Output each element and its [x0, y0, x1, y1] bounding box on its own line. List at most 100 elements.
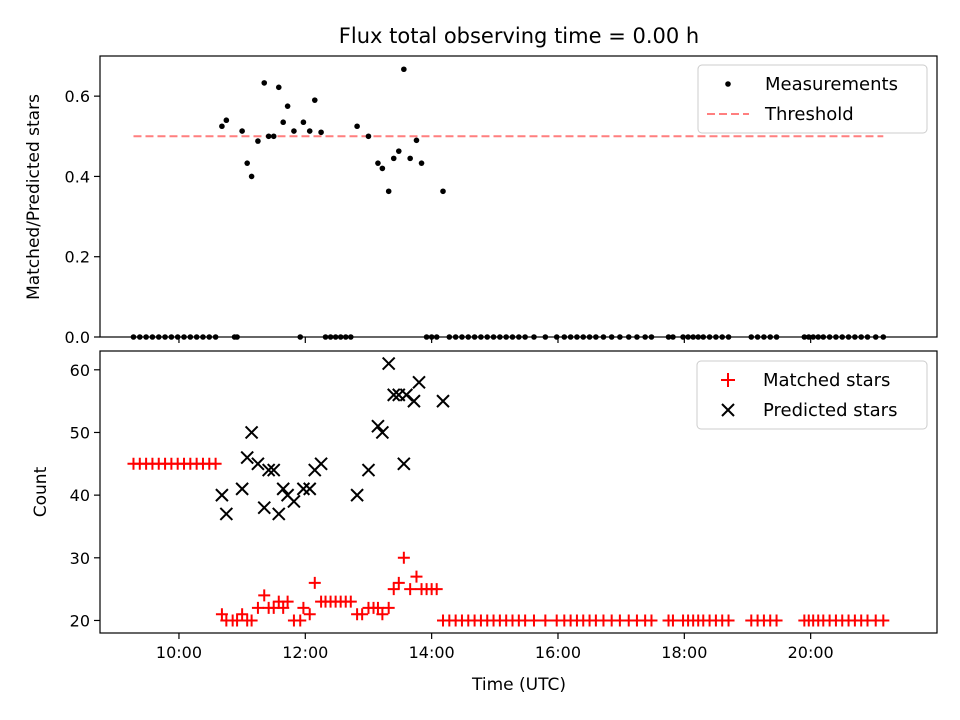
- predicted-star-point: [261, 463, 276, 477]
- bottom-x-ticks: 10:00 12:00 14:00 16:00 18:00 20:00: [156, 633, 834, 662]
- measurement-point: [244, 160, 250, 166]
- bottom-y-ticks: 20 30 40 50 60: [70, 361, 100, 630]
- legend-measurements-label: Measurements: [765, 74, 898, 95]
- top-y-tick-label: 0.2: [65, 248, 90, 267]
- measurement-point: [407, 155, 413, 162]
- predicted-star-point: [244, 425, 259, 440]
- top-y-ticks: 0.0 0.2 0.4 0.6: [65, 87, 100, 347]
- measurement-point: [300, 119, 307, 126]
- predicted-star-point: [412, 375, 426, 390]
- predicted-star-point: [240, 450, 254, 465]
- predicted-star-point: [251, 457, 265, 471]
- measurement-point: [440, 188, 446, 195]
- bottom-y-tick-label: 30: [70, 549, 90, 568]
- measurement-point: [413, 137, 420, 144]
- top-y-axis-label: Matched/Predicted stars: [24, 94, 44, 300]
- bottom-y-tick-label: 60: [70, 361, 90, 380]
- matched-star-point: [410, 570, 423, 583]
- x-tick-label: 12:00: [282, 643, 328, 662]
- measurement-point: [275, 84, 282, 91]
- measurement-point: [223, 117, 230, 124]
- matched-star-point: [404, 583, 417, 596]
- matched-star-point: [251, 601, 264, 614]
- matched-star-point: [387, 583, 400, 596]
- matched-star-point: [770, 614, 783, 627]
- measurement-point: [239, 128, 245, 134]
- matched-star-point: [344, 595, 357, 608]
- measurement-point: [291, 128, 297, 134]
- predicted-star-point: [303, 482, 317, 496]
- measurement-point: [390, 155, 397, 162]
- predicted-star-point: [407, 394, 421, 408]
- measurement-point: [379, 165, 386, 172]
- top-y-tick-label: 0.4: [65, 167, 90, 186]
- matched-star-point: [382, 601, 395, 614]
- predicted-star-point: [267, 463, 281, 477]
- x-tick-label: 10:00: [156, 643, 202, 662]
- matched-star-point: [209, 457, 222, 470]
- predicted-star-point: [287, 494, 301, 509]
- bottom-y-axis-label: Count: [31, 466, 51, 517]
- matched-stars-layer: [127, 457, 890, 627]
- top-x-ticks: [178, 337, 812, 343]
- x-tick-label: 18:00: [661, 643, 707, 662]
- bottom-legend: Matched stars Predicted stars: [696, 360, 928, 430]
- matched-star-point: [308, 576, 321, 589]
- measurement-point: [280, 119, 286, 126]
- measurement-point: [255, 138, 261, 144]
- predicted-star-point: [371, 419, 385, 433]
- measurement-point: [401, 66, 407, 73]
- bottom-legend-box: [696, 360, 928, 430]
- measurement-point: [261, 80, 268, 86]
- x-tick-label: 14:00: [409, 643, 455, 662]
- matched-star-point: [371, 601, 384, 614]
- matched-star-point: [877, 614, 890, 627]
- matched-star-point: [303, 608, 316, 621]
- predicted-star-point: [296, 482, 311, 496]
- top-y-tick-label: 0.0: [65, 328, 90, 347]
- matched-star-point: [258, 589, 271, 602]
- matched-star-point: [645, 614, 658, 627]
- matched-star-point: [666, 614, 679, 627]
- legend-predicted-label: Predicted stars: [763, 400, 897, 421]
- x-tick-label: 16:00: [535, 643, 581, 662]
- matched-star-point: [392, 576, 405, 589]
- top-plot-frame: [99, 55, 938, 338]
- matched-star-point: [397, 551, 410, 564]
- measurement-point: [418, 160, 425, 166]
- matched-star-point: [245, 614, 258, 627]
- legend-predicted-marker: [721, 403, 735, 417]
- measurement-point: [354, 123, 360, 130]
- measurement-point: [318, 129, 324, 136]
- measurement-point: [219, 123, 225, 130]
- matched-star-point: [297, 601, 310, 614]
- bottom-panel: 20 30 40 50 60 10:00 12:00 14:00 16:00 18:00 20:0…: [31, 350, 938, 695]
- legend-matched-marker: [721, 373, 735, 387]
- predicted-star-point: [350, 488, 364, 502]
- top-y-tick-label: 0.6: [65, 87, 90, 106]
- top-legend: Measurements Threshold: [697, 64, 928, 134]
- bottom-plot-frame: [99, 350, 938, 634]
- matched-star-point: [539, 614, 552, 627]
- matched-star-point: [231, 614, 244, 627]
- matched-star-point: [277, 601, 290, 614]
- legend-measurements-marker: [725, 81, 731, 87]
- predicted-star-point: [257, 500, 271, 515]
- measurement-point: [365, 133, 372, 140]
- predicted-star-point: [375, 425, 390, 440]
- bottom-y-tick-label: 20: [70, 611, 90, 630]
- matched-star-point: [236, 608, 249, 621]
- predicted-star-point: [361, 463, 376, 477]
- top-legend-box: [697, 64, 928, 134]
- predicted-star-point: [397, 457, 411, 471]
- x-axis-label: Time (UTC): [471, 675, 566, 695]
- x-tick-label: 20:00: [788, 643, 834, 662]
- matched-star-point: [281, 595, 294, 608]
- predicted-star-point: [215, 488, 229, 502]
- bottom-y-tick-label: 50: [70, 423, 90, 442]
- measurement-point: [311, 97, 318, 103]
- chart-title: Flux total observing time = 0.00 h: [339, 24, 699, 48]
- measurements-layer: [130, 66, 887, 340]
- matched-star-point: [294, 614, 307, 627]
